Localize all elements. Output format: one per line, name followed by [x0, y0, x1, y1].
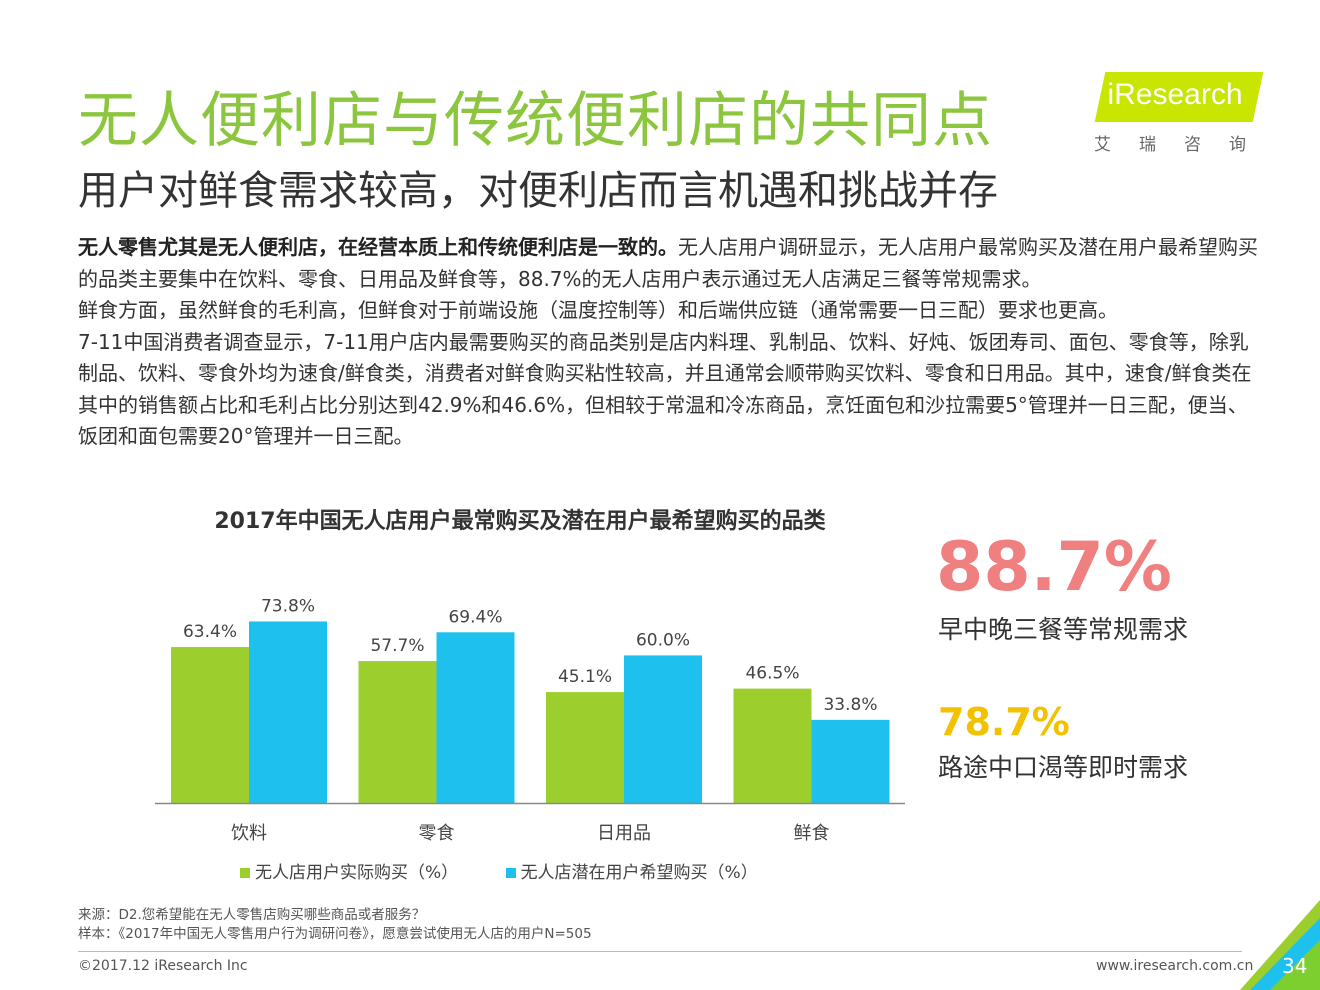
page-subtitle: 用户对鲜食需求较高，对便利店而言机遇和挑战并存: [78, 168, 998, 214]
chart-title: 2017年中国无人店用户最常购买及潜在用户最希望购买的品类: [214, 509, 826, 534]
category-label: 零食: [419, 823, 455, 844]
stat-label-thirst: 路途中口渴等即时需求: [938, 753, 1189, 782]
iresearch-logo: iResearch 艾瑞咨询: [1090, 70, 1274, 160]
stat-value-thirst: 78.7%: [938, 700, 1070, 744]
category-label: 饮料: [231, 823, 267, 844]
data-label: 60.0%: [636, 630, 690, 650]
bar-actual: [171, 647, 249, 803]
data-label: 46.5%: [745, 664, 799, 684]
bar-potential: [436, 632, 515, 803]
paragraph-1-bold: 无人零售尤其是无人便利店，在经营本质上和传统便利店是一致的。: [78, 235, 678, 259]
website-link[interactable]: www.iresearch.com.cn: [1096, 958, 1254, 974]
page-title: 无人便利店与传统便利店的共同点: [78, 86, 993, 156]
data-label: 33.8%: [823, 695, 877, 715]
stat-value-meals: 88.7%: [936, 528, 1172, 607]
copyright: ©2017.12 iResearch Inc: [78, 958, 248, 974]
stat-label-meals: 早中晚三餐等常规需求: [938, 615, 1189, 644]
bar-potential: [624, 655, 702, 803]
logo-chinese-name: 艾瑞咨询: [1094, 135, 1274, 155]
source-note: 来源：D2.您希望能在无人零售店购买哪些商品或者服务？ 样本：《2017年中国无…: [78, 906, 592, 944]
bar-actual: [546, 692, 624, 803]
paragraph-2: 鲜食方面，虽然鲜食的毛利高，但鲜食对于前端设施（温度控制等）和后端供应链（通常需…: [78, 298, 1118, 322]
bar-actual: [358, 661, 437, 803]
bar-potential: [811, 719, 890, 803]
data-label: 63.4%: [183, 622, 237, 642]
paragraph-1: 无人零售尤其是无人便利店，在经营本质上和传统便利店是一致的。无人店用户调研显示，…: [78, 232, 1258, 295]
data-label: 69.4%: [448, 607, 502, 627]
paragraph-3: 7-11中国消费者调查显示，7-11用户店内最需要购买的商品类别是店内料理、乳制…: [78, 329, 1252, 449]
data-label: 45.1%: [558, 667, 612, 687]
bar-potential: [249, 621, 327, 803]
bar-actual: [733, 688, 812, 803]
chart-legend: 无人店用户实际购买（%） 无人店潜在用户希望购买（%）: [240, 858, 800, 883]
category-label: 鲜食: [794, 823, 830, 844]
corner-decoration: [1240, 900, 1320, 990]
data-label: 73.8%: [261, 596, 315, 616]
data-label: 57.7%: [370, 636, 424, 656]
logo-text: iResearch: [1107, 78, 1243, 111]
body-text: 无人零售尤其是无人便利店，在经营本质上和传统便利店是一致的。无人店用户调研显示，…: [78, 232, 1258, 453]
legend-item-potential: 无人店潜在用户希望购买（%）: [505, 858, 758, 883]
paragraph-1-rest: 无人店用户调研显示，无人店用户最常购买及潜在用户最希望购买的品类主要集中在饮料、…: [78, 235, 1258, 291]
page-number: 34: [1282, 954, 1308, 978]
source-line: 来源：D2.您希望能在无人零售店购买哪些商品或者服务？: [78, 907, 426, 923]
legend-label-potential: 无人店潜在用户希望购买（%）: [520, 863, 758, 883]
sample-line: 样本：《2017年中国无人零售用户行为调研问卷》，愿意尝试使用无人店的用户N=5…: [78, 926, 592, 942]
legend-item-actual: 无人店用户实际购买（%）: [240, 858, 458, 883]
legend-label-actual: 无人店用户实际购买（%）: [255, 863, 459, 883]
legend-swatch-actual: [240, 868, 250, 878]
category-label: 日用品: [597, 823, 651, 844]
footer-divider: [78, 951, 1242, 952]
legend-swatch-potential: [505, 868, 516, 878]
